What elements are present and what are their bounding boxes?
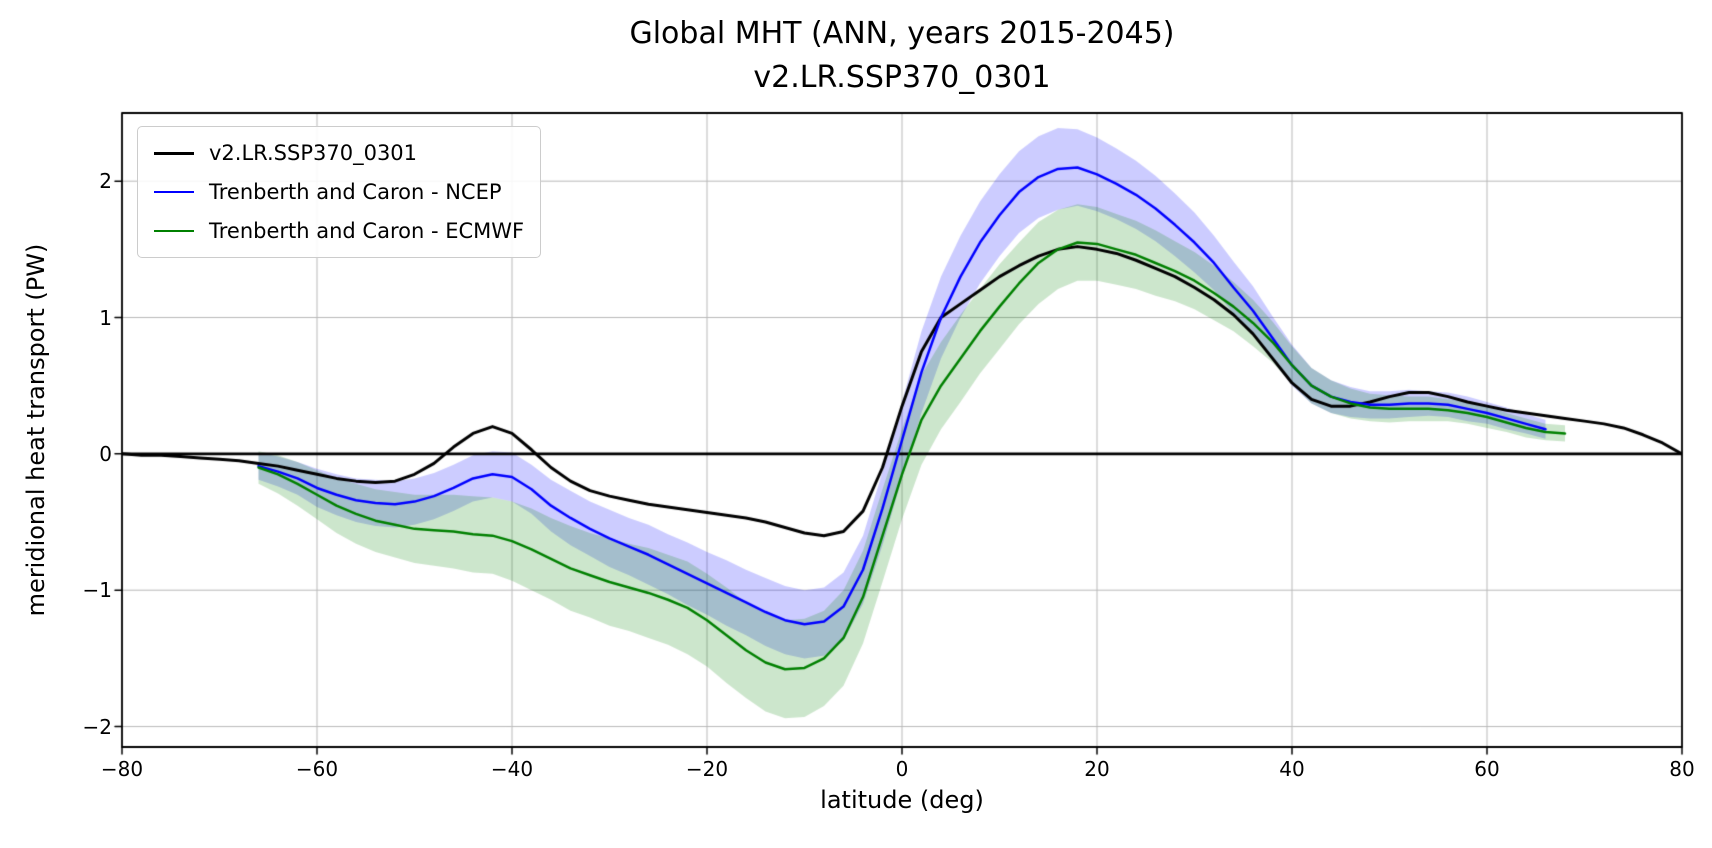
x-tick-label: 40	[1279, 757, 1305, 781]
x-tick-label: 80	[1669, 757, 1695, 781]
legend-label: Trenberth and Caron - ECMWF	[209, 219, 525, 243]
legend-item: Trenberth and Caron - ECMWF	[154, 214, 524, 248]
x-tick-label: 0	[895, 757, 909, 781]
y-tick-label: 1	[99, 305, 112, 330]
legend: v2.LR.SSP370_0301 Trenberth and Caron - N…	[137, 126, 542, 258]
y-tick-label: 0	[99, 441, 112, 466]
y-tick-label: −2	[82, 714, 112, 739]
legend-item: v2.LR.SSP370_0301	[154, 136, 524, 170]
x-tick-label: −40	[490, 757, 534, 781]
legend-item: Trenberth and Caron - NCEP	[154, 175, 524, 209]
legend-label: Trenberth and Caron - NCEP	[209, 180, 502, 204]
x-tick-label: 60	[1474, 757, 1500, 781]
legend-label: v2.LR.SSP370_0301	[209, 141, 418, 165]
x-tick-label: −20	[685, 757, 729, 781]
y-tick-label: 2	[99, 169, 112, 194]
legend-line-swatch	[154, 191, 194, 193]
legend-line-swatch	[154, 230, 194, 232]
x-axis-label: latitude (deg)	[820, 786, 984, 814]
legend-line-swatch	[154, 151, 194, 155]
x-tick-label: 20	[1084, 757, 1110, 781]
y-tick-label: −1	[82, 578, 112, 603]
y-axis-label: meridional heat transport (PW)	[22, 243, 50, 617]
chart-title: Global MHT (ANN, years 2015-2045) v2.LR.…	[629, 16, 1175, 95]
x-tick-label: −80	[100, 757, 144, 781]
x-tick-label: −60	[295, 757, 339, 781]
